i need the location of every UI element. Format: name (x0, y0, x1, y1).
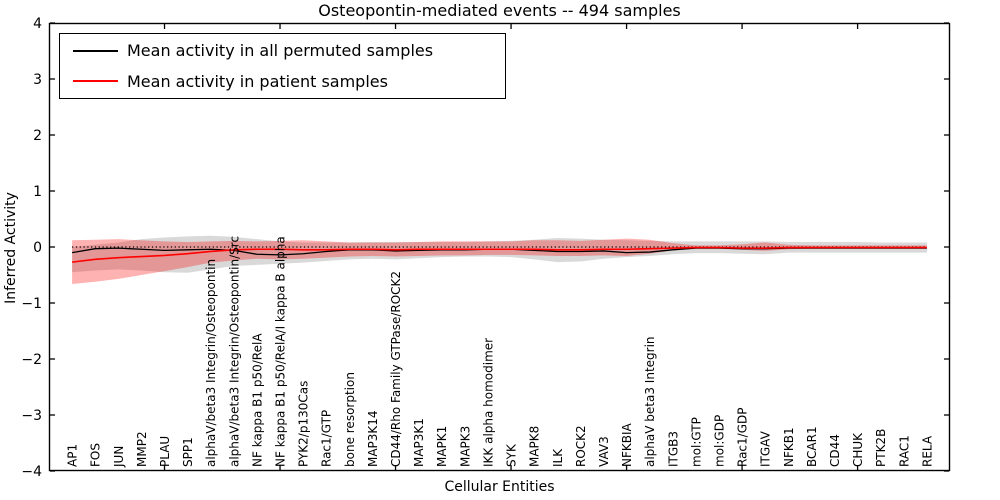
x-category-label: ROCK2 (574, 425, 588, 467)
chart-title: Osteopontin-mediated events -- 494 sampl… (318, 1, 681, 20)
y-tick-label: −1 (21, 296, 42, 312)
x-category-label: MAPK8 (528, 426, 542, 467)
red-line-swatch (73, 80, 118, 83)
y-axis-label: Inferred Activity (3, 192, 19, 304)
x-category-label: alphaV/beta3 Integrin/Osteopontin/Src (227, 236, 241, 467)
x-category-label: JUN (112, 446, 126, 468)
legend-label-permuted: Mean activity in all permuted samples (127, 41, 434, 61)
y-tick-label: −2 (21, 352, 42, 368)
x-category-label: ILK (551, 448, 565, 467)
x-category-label: NFKB1 (782, 427, 796, 467)
plot-border (48, 22, 951, 472)
x-category-label: MAPK1 (435, 426, 449, 467)
black-line-swatch (73, 49, 118, 52)
x-category-label: mol:GDP (712, 415, 726, 467)
y-tick-label: −3 (21, 408, 42, 424)
y-tick-label: 4 (33, 16, 42, 32)
x-category-label: PTK2B (874, 429, 888, 467)
x-category-label: CHUK (851, 432, 865, 467)
x-category-label: VAV3 (597, 436, 611, 467)
y-tick-label: 2 (33, 128, 42, 144)
x-category-label: NF kappa B1 p50/RelA/I kappa B alpha (274, 236, 288, 467)
patient-mean-line (72, 246, 927, 263)
x-category-label: alphaV/beta3 Integrin/Osteopontin (204, 259, 218, 467)
x-category-label: NF kappa B1 p50/RelA (250, 333, 264, 467)
x-category-label: mol:GTP (689, 417, 703, 467)
legend-item-patient: Mean activity in patient samples (60, 67, 505, 95)
permuted-confidence-band (72, 235, 927, 273)
x-category-label: alphaV beta3 Integrin (643, 336, 657, 467)
x-category-label: SPP1 (181, 437, 195, 467)
legend: Mean activity in all permuted samples Me… (59, 33, 506, 99)
x-category-label: MAPK3 (458, 426, 472, 467)
legend-label-patient: Mean activity in patient samples (127, 71, 388, 91)
x-axis-label: Cellular Entities (444, 479, 555, 495)
x-category-label: SYK (505, 443, 519, 467)
x-category-label: CD44 (828, 434, 842, 467)
x-category-label: RAC1 (897, 435, 911, 467)
x-category-label: PLAU (158, 436, 172, 467)
x-category-label: RELA (920, 435, 934, 467)
x-category-label: FOS (89, 443, 103, 467)
patient-confidence-band (72, 238, 927, 284)
x-category-label: PYK2/p130Cas (297, 381, 311, 467)
x-category-label: IKK alpha homodimer (481, 338, 495, 467)
x-category-label: Rac1/GDP (736, 408, 750, 467)
legend-item-permuted: Mean activity in all permuted samples (60, 37, 505, 65)
x-category-label: MAP3K1 (412, 418, 426, 467)
y-tick-label: 1 (33, 184, 42, 200)
x-category-label: bone resorption (343, 372, 357, 467)
x-category-label: BCAR1 (805, 426, 819, 467)
x-category-label: MAP3K14 (366, 410, 380, 467)
x-category-label: ITGB3 (666, 431, 680, 467)
x-category-label: CD44/Rho Family GTPase/ROCK2 (389, 271, 403, 467)
y-tick-label: −4 (21, 464, 42, 480)
y-tick-label: 3 (33, 72, 42, 88)
y-tick-label: 0 (33, 240, 42, 256)
x-category-label: Rac1/GTP (320, 410, 334, 467)
x-category-label: AP1 (66, 444, 80, 467)
x-category-label: MMP2 (135, 431, 149, 467)
x-category-label: NFKBIA (620, 422, 634, 467)
x-category-label: ITGAV (759, 430, 773, 467)
